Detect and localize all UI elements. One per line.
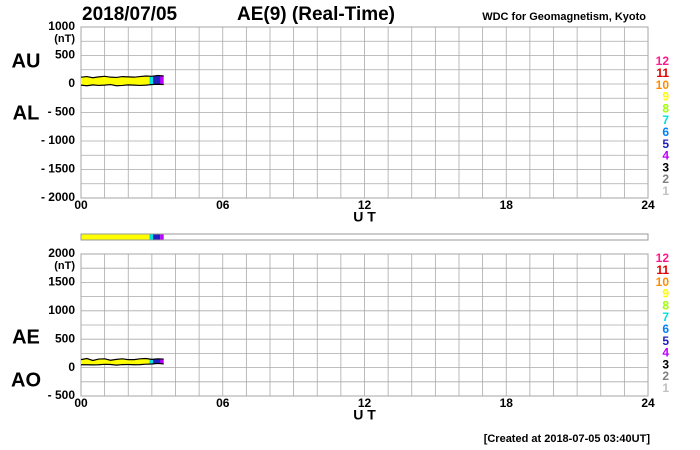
coverage-band xyxy=(160,75,164,85)
x-axis-label: U T xyxy=(353,209,376,225)
station-count: 11 xyxy=(656,263,669,277)
x-tick-label: 00 xyxy=(74,198,88,212)
station-count: 7 xyxy=(662,113,669,127)
source: WDC for Geomagnetism, Kyoto xyxy=(482,11,646,23)
y-tick-label: - 2000 xyxy=(41,190,75,204)
series-name: AL xyxy=(13,102,40,124)
y-tick-label: 0 xyxy=(68,360,75,374)
x-tick-label: 00 xyxy=(74,396,88,410)
series-line xyxy=(80,83,164,87)
station-count: 11 xyxy=(656,66,669,80)
station-count: 7 xyxy=(662,310,669,324)
coverage-band xyxy=(149,359,154,365)
coverage-strip-frame xyxy=(80,233,649,241)
y-tick-label: - 500 xyxy=(48,105,76,119)
station-count: 10 xyxy=(656,78,670,92)
series-name: AO xyxy=(11,369,41,391)
y-tick-label: 500 xyxy=(55,331,75,345)
coverage-band xyxy=(153,358,161,364)
date-title: 2018/07/05 xyxy=(82,4,178,25)
series-line xyxy=(80,74,164,79)
series-line xyxy=(80,357,164,362)
station-count: 8 xyxy=(662,298,669,312)
y-unit: (nT) xyxy=(54,260,75,272)
coverage-strip xyxy=(153,234,161,240)
y-tick-label: 2000 xyxy=(48,246,75,260)
station-count: 6 xyxy=(662,322,669,336)
coverage-band xyxy=(153,75,161,85)
station-count: 3 xyxy=(662,357,669,371)
x-tick-label: 24 xyxy=(641,198,655,212)
x-tick-label: 12 xyxy=(358,396,372,410)
station-count: 3 xyxy=(662,160,669,174)
station-count: 9 xyxy=(662,90,669,104)
station-count: 2 xyxy=(662,172,669,186)
station-count: 9 xyxy=(662,287,669,301)
x-tick-label: 06 xyxy=(216,198,230,212)
x-tick-label: 06 xyxy=(216,396,230,410)
y-tick-label: - 1000 xyxy=(41,133,75,147)
station-count: 12 xyxy=(656,251,670,265)
y-tick-label: 0 xyxy=(68,76,75,90)
y-tick-label: - 1500 xyxy=(41,162,75,176)
coverage-strip xyxy=(149,234,154,240)
x-tick-label: 18 xyxy=(500,396,514,410)
chart-title: AE(9) (Real-Time) xyxy=(237,4,395,25)
series-name: AU xyxy=(12,50,41,72)
coverage-band xyxy=(81,76,151,86)
series-line xyxy=(81,362,164,366)
station-count: 5 xyxy=(662,334,669,348)
x-tick-label: 24 xyxy=(641,396,655,410)
y-tick-label: - 500 xyxy=(48,388,76,402)
station-count: 1 xyxy=(662,184,669,198)
series-name: AE xyxy=(12,326,40,348)
y-tick-label: 1500 xyxy=(48,275,75,289)
coverage-strip xyxy=(160,234,164,240)
station-count: 6 xyxy=(662,125,669,139)
station-count: 1 xyxy=(662,381,669,395)
coverage-band xyxy=(160,358,164,364)
station-count: 12 xyxy=(656,54,670,68)
y-tick-label: 500 xyxy=(55,48,75,62)
y-tick-label: 1000 xyxy=(48,303,75,317)
station-count: 5 xyxy=(662,137,669,151)
station-count: 8 xyxy=(662,101,669,115)
station-count: 4 xyxy=(662,346,669,360)
footer: [Created at 2018-07-05 03:40UT] xyxy=(484,433,651,445)
station-count: 4 xyxy=(662,149,669,163)
y-tick-label: 1000 xyxy=(48,19,75,33)
x-axis-label: U T xyxy=(353,407,376,423)
x-tick-label: 12 xyxy=(358,198,372,212)
y-unit: (nT) xyxy=(54,33,75,45)
coverage-band xyxy=(149,76,154,85)
x-tick-label: 18 xyxy=(500,198,514,212)
coverage-strip xyxy=(81,234,150,240)
station-count: 2 xyxy=(662,369,669,383)
station-count: 10 xyxy=(656,275,670,289)
